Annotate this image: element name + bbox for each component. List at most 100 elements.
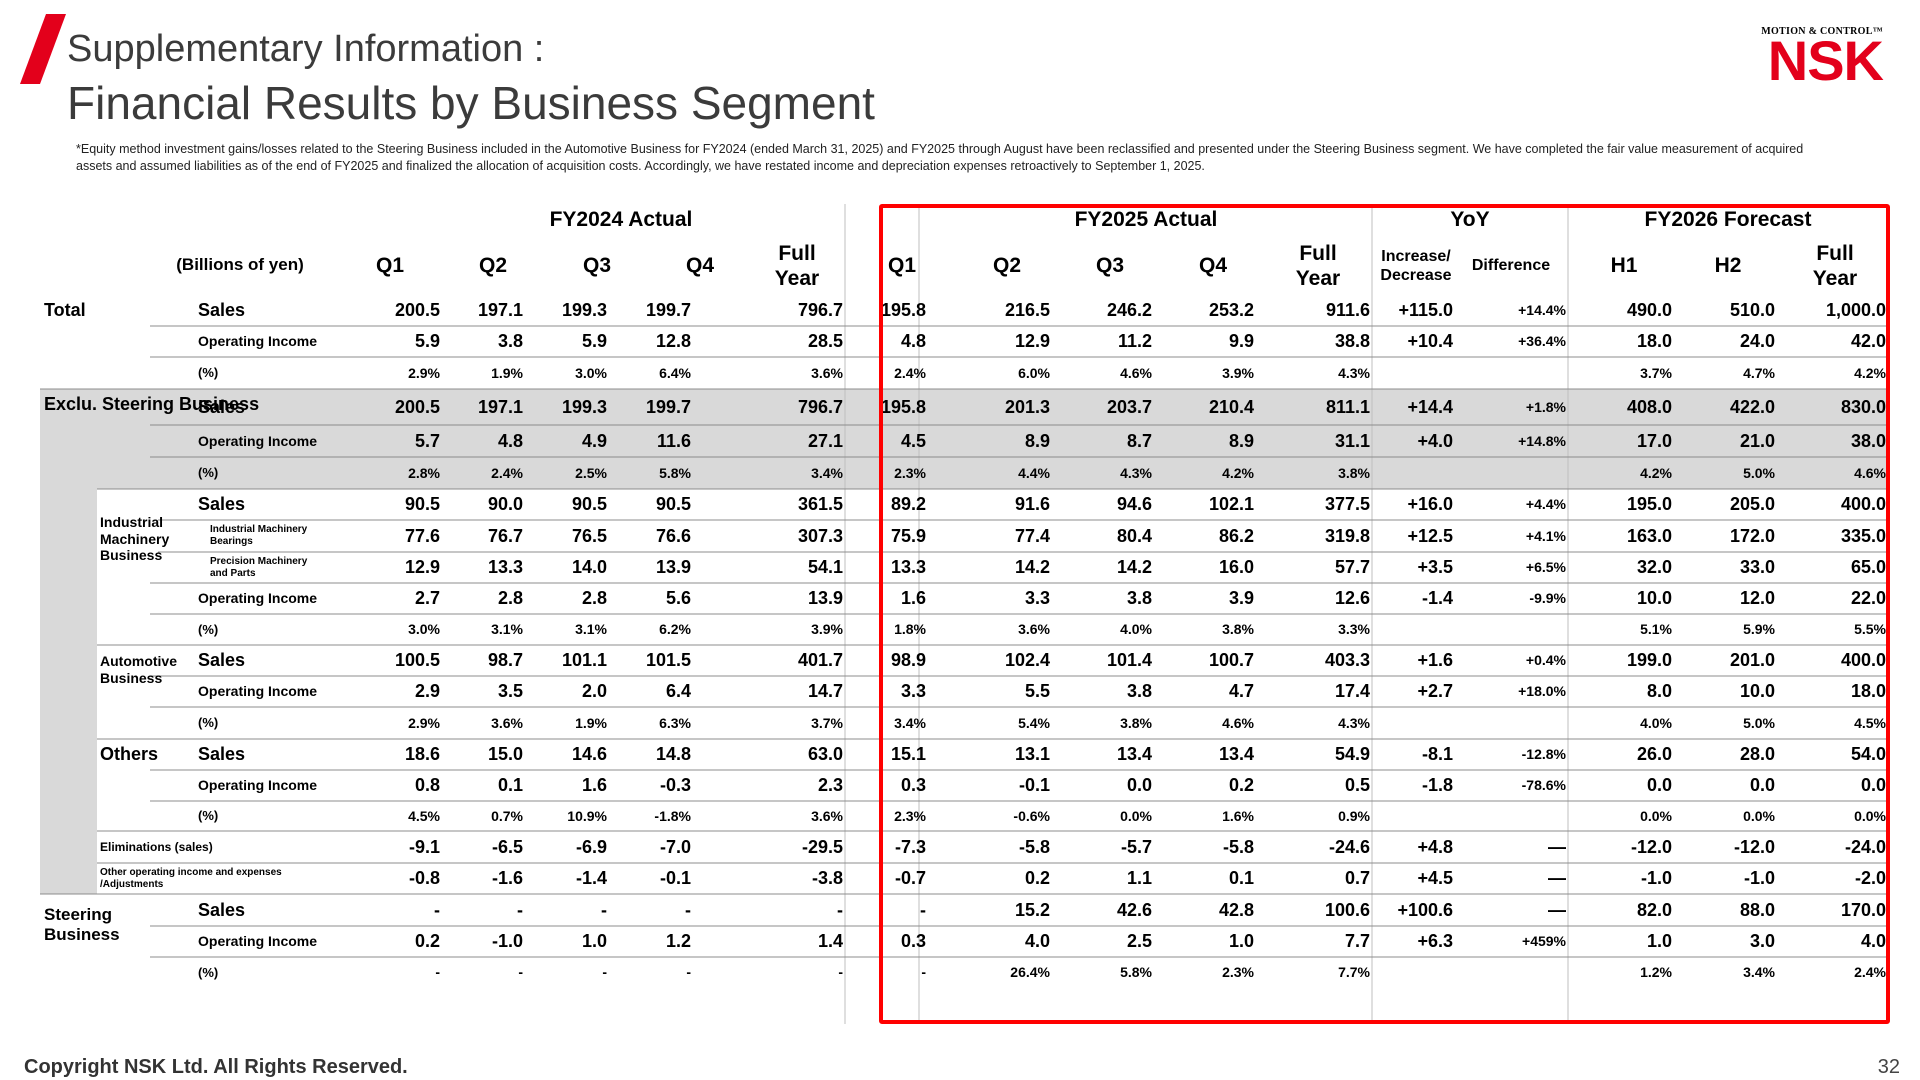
cell-r17-c14: -24.0: [1844, 837, 1886, 857]
cell-r7-c9: 319.8: [1324, 526, 1370, 546]
logo-mark: NSK: [1767, 29, 1884, 92]
cell-r14-c11: -12.8%: [1521, 746, 1566, 762]
cell-r14-c8: 13.4: [1218, 744, 1254, 764]
cell-r13-c9: 4.3%: [1338, 715, 1370, 731]
cell-r15-c13: 0.0: [1749, 775, 1775, 795]
cell-r10-c5: 1.8%: [894, 621, 926, 637]
cell-r9-c13: 12.0: [1739, 588, 1775, 608]
cell-r9-c14: 22.0: [1850, 588, 1886, 608]
cell-r5-c9: 3.8%: [1338, 465, 1370, 481]
cell-r12-c12: 8.0: [1646, 681, 1672, 701]
row-label-0: Sales: [198, 300, 246, 320]
row-label-20: Operating Income: [198, 933, 318, 949]
segment-label-3: Automotive Business: [100, 653, 177, 686]
row-label-6: Sales: [198, 494, 246, 514]
cell-r8-c1: 13.3: [487, 557, 523, 577]
cell-r15-c6: -0.1: [1018, 775, 1050, 795]
logo-tagline: MOTION & CONTROL™: [1761, 26, 1883, 37]
cell-r17-c5: -7.3: [894, 837, 926, 857]
cell-r7-c1: 76.7: [487, 526, 523, 546]
cell-r9-c1: 2.8: [497, 588, 523, 608]
cell-r0-c2: 199.3: [561, 300, 607, 320]
cell-r18-c2: -1.4: [575, 868, 607, 888]
cell-r2-c7: 4.6%: [1120, 365, 1152, 381]
cell-r15-c3: -0.3: [659, 775, 691, 795]
cell-r20-c2: 1.0: [581, 931, 607, 951]
cell-r4-c12: 17.0: [1636, 431, 1672, 451]
cell-r11-c10: +1.6: [1417, 650, 1453, 670]
cell-r21-c3: -: [686, 964, 691, 980]
cell-r7-c5: 75.9: [890, 526, 926, 546]
cell-r0-c8: 253.2: [1208, 300, 1254, 320]
column-header-8: Q4: [1198, 254, 1227, 277]
cell-r12-c7: 3.8: [1126, 681, 1152, 701]
page-title: Financial Results by Business Segment: [67, 77, 875, 129]
cell-r6-c3: 90.5: [655, 494, 691, 514]
row-label-10: (%): [198, 622, 219, 637]
cell-r19-c6: 15.2: [1014, 900, 1050, 920]
cell-r19-c14: 170.0: [1840, 900, 1886, 920]
cell-r17-c9: -24.6: [1328, 837, 1370, 857]
cell-r21-c6: 26.4%: [1010, 964, 1050, 980]
cell-r1-c4: 28.5: [807, 331, 843, 351]
cell-r4-c14: 38.0: [1850, 431, 1886, 451]
cell-r17-c6: -5.8: [1018, 837, 1050, 857]
cell-r9-c10: -1.4: [1421, 588, 1453, 608]
cell-r0-c10: +115.0: [1398, 300, 1453, 320]
cell-r21-c0: -: [435, 964, 440, 980]
cell-r2-c1: 1.9%: [491, 365, 523, 381]
footnote-equity-method: *Equity method investment gains/losses r…: [76, 142, 1804, 173]
cell-r19-c10: +100.6: [1397, 900, 1453, 920]
cell-r4-c8: 8.9: [1228, 431, 1254, 451]
cell-r17-c10: +4.8: [1417, 837, 1453, 857]
cell-r20-c14: 4.0: [1860, 931, 1886, 951]
cell-r4-c1: 4.8: [497, 431, 523, 451]
cell-r3-c6: 201.3: [1004, 397, 1050, 417]
cell-r8-c0: 12.9: [404, 557, 440, 577]
cell-r1-c13: 24.0: [1739, 331, 1775, 351]
cell-r15-c8: 0.2: [1228, 775, 1254, 795]
cell-r10-c9: 3.3%: [1338, 621, 1370, 637]
cell-r17-c8: -5.8: [1222, 837, 1254, 857]
cell-r11-c9: 403.3: [1324, 650, 1370, 670]
cell-r18-c6: 0.2: [1024, 868, 1050, 888]
cell-r1-c9: 38.8: [1334, 331, 1370, 351]
cell-r18-c13: -1.0: [1743, 868, 1775, 888]
cell-r2-c2: 3.0%: [575, 365, 607, 381]
cell-r16-c4: 3.6%: [811, 808, 843, 824]
segment-label-2: Industrial Machinery Business: [100, 513, 170, 564]
cell-r4-c6: 8.9: [1024, 431, 1050, 451]
cell-r1-c7: 11.2: [1117, 331, 1152, 351]
cell-r3-c11: +1.8%: [1525, 399, 1566, 415]
cell-r11-c11: +0.4%: [1525, 652, 1566, 668]
cell-r10-c7: 4.0%: [1120, 621, 1152, 637]
cell-r8-c13: 33.0: [1739, 557, 1775, 577]
cell-r6-c4: 361.5: [797, 494, 843, 514]
cell-r13-c5: 3.4%: [894, 715, 926, 731]
cell-r9-c3: 5.6: [665, 588, 691, 608]
cell-r15-c0: 0.8: [414, 775, 440, 795]
cell-r3-c2: 199.3: [561, 397, 607, 417]
cell-r3-c7: 203.7: [1106, 397, 1152, 417]
cell-r2-c0: 2.9%: [408, 365, 440, 381]
row-label-19: Sales: [198, 900, 246, 920]
cell-r8-c8: 16.0: [1218, 557, 1254, 577]
column-header-1: Q2: [478, 254, 507, 277]
cell-r14-c0: 18.6: [404, 744, 440, 764]
cell-r5-c3: 5.8%: [659, 465, 691, 481]
row-label-9: Operating Income: [198, 590, 318, 606]
cell-r10-c3: 6.2%: [659, 621, 691, 637]
cell-r4-c2: 4.9: [581, 431, 607, 451]
cell-r1-c14: 42.0: [1850, 331, 1886, 351]
cell-r19-c1: -: [517, 900, 523, 920]
cell-r5-c5: 2.3%: [894, 465, 926, 481]
page-number: 32: [1877, 1056, 1900, 1078]
cell-r10-c12: 5.1%: [1640, 621, 1672, 637]
cell-r9-c12: 10.0: [1636, 588, 1672, 608]
cell-r21-c2: -: [602, 964, 607, 980]
row-label-18: Other operating income and expenses /Adj…: [100, 866, 282, 890]
cell-r1-c8: 9.9: [1228, 331, 1254, 351]
cell-r1-c6: 12.9: [1014, 331, 1050, 351]
cell-r17-c2: -6.9: [575, 837, 607, 857]
cell-r15-c10: -1.8: [1421, 775, 1453, 795]
